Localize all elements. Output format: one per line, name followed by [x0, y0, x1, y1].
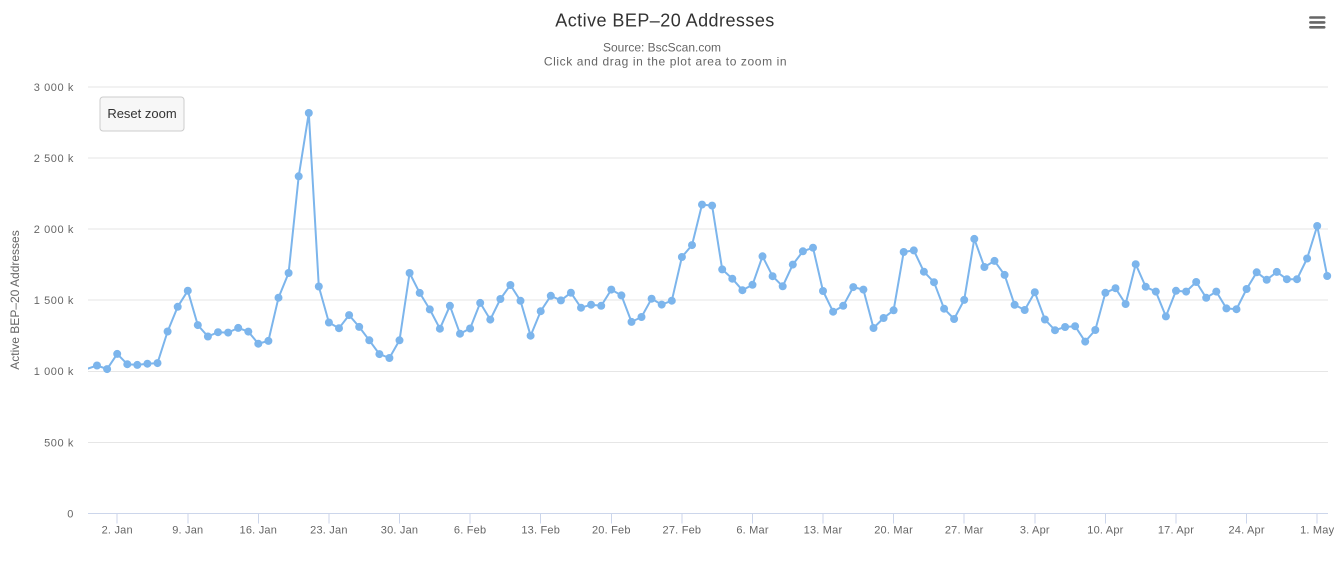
- svg-text:Source: BscScan.com: Source: BscScan.com: [603, 41, 721, 55]
- svg-text:23. Jan: 23. Jan: [310, 525, 347, 537]
- svg-text:13. Feb: 13. Feb: [521, 525, 560, 537]
- svg-text:13. Mar: 13. Mar: [804, 525, 843, 537]
- svg-text:1 500 k: 1 500 k: [34, 295, 74, 307]
- svg-text:9. Jan: 9. Jan: [172, 525, 203, 537]
- svg-text:27. Feb: 27. Feb: [663, 525, 702, 537]
- svg-text:Active BEP–20 Addresses: Active BEP–20 Addresses: [8, 230, 22, 369]
- svg-text:20. Mar: 20. Mar: [874, 525, 913, 537]
- svg-text:16. Jan: 16. Jan: [240, 525, 277, 537]
- svg-text:24. Apr: 24. Apr: [1228, 525, 1264, 537]
- svg-text:3 000 k: 3 000 k: [34, 82, 74, 94]
- svg-text:20. Feb: 20. Feb: [592, 525, 631, 537]
- svg-text:6. Mar: 6. Mar: [736, 525, 769, 537]
- svg-text:10. Apr: 10. Apr: [1087, 525, 1123, 537]
- svg-text:500 k: 500 k: [44, 437, 74, 449]
- svg-text:1 000 k: 1 000 k: [34, 366, 74, 378]
- svg-text:6. Feb: 6. Feb: [454, 525, 486, 537]
- svg-text:Reset zoom: Reset zoom: [107, 106, 176, 121]
- svg-text:Active BEP–20 Addresses: Active BEP–20 Addresses: [555, 11, 774, 31]
- svg-text:Click and drag in the plot are: Click and drag in the plot area to zoom …: [544, 55, 787, 69]
- svg-text:30. Jan: 30. Jan: [381, 525, 418, 537]
- svg-text:3. Apr: 3. Apr: [1020, 525, 1050, 537]
- svg-text:2. Jan: 2. Jan: [102, 525, 133, 537]
- svg-text:0: 0: [67, 508, 74, 520]
- svg-text:1. May: 1. May: [1300, 525, 1335, 537]
- svg-text:2 500 k: 2 500 k: [34, 153, 74, 165]
- svg-text:27. Mar: 27. Mar: [945, 525, 984, 537]
- svg-text:2 000 k: 2 000 k: [34, 224, 74, 236]
- svg-text:17. Apr: 17. Apr: [1158, 525, 1194, 537]
